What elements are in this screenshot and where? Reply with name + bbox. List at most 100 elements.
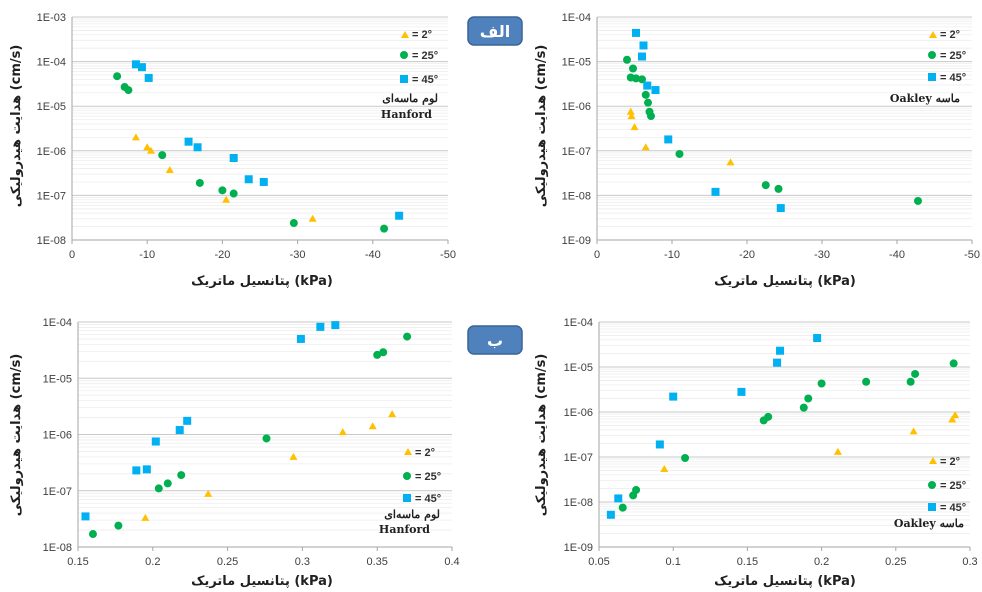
badge-top: الف: [467, 16, 523, 46]
point-25deg: [632, 485, 641, 494]
soil-annotation-line2: Hanford: [381, 108, 432, 121]
legend-circle-icon: [928, 481, 936, 489]
grid-top-right: [597, 16, 972, 241]
legend-circle-icon: [400, 51, 408, 59]
marks-top-left: [113, 60, 404, 233]
point-2deg: [630, 123, 639, 131]
point-25deg: [862, 377, 871, 386]
point-45deg: [669, 392, 678, 401]
x-tick-label: 0.35: [366, 556, 387, 568]
point-45deg: [244, 175, 253, 184]
legend-label-45: = 45°: [940, 72, 966, 84]
y-tick-label: 1E-05: [37, 101, 66, 113]
point-2deg: [165, 166, 174, 174]
y-tick-label: 1E-06: [43, 430, 72, 442]
x-tick-label: 0.25: [885, 556, 906, 568]
legend-label-25: = 25°: [412, 50, 438, 62]
y-tick-label: 1E-04: [562, 12, 591, 24]
soil-annotation-line2: Hanford: [379, 523, 430, 536]
legend-label-2: = 2°: [940, 456, 960, 468]
point-25deg: [114, 521, 123, 530]
point-25deg: [124, 86, 133, 95]
point-25deg: [229, 189, 238, 198]
legend-square-icon: [928, 503, 936, 511]
y-tick-label: 1E-07: [562, 146, 591, 158]
point-25deg: [681, 454, 690, 463]
x-axis-label: پتانسیل ماتریک (kPa): [191, 574, 333, 589]
point-25deg: [373, 350, 382, 359]
y-tick-label: 1E-05: [562, 57, 591, 69]
point-2deg: [146, 146, 155, 154]
point-45deg: [142, 465, 151, 474]
x-tick-label: 0.2: [814, 556, 829, 568]
point-45deg: [184, 137, 193, 146]
point-45deg: [296, 334, 305, 343]
point-45deg: [655, 440, 664, 449]
legend-label-2: = 2°: [415, 447, 435, 459]
axes-bottom-right: 1E-04 1E-05 1E-06 1E-07 1E-08 1E-09 0.05 0.1 0.1…: [564, 317, 978, 568]
point-25deg: [799, 403, 808, 412]
point-25deg: [644, 98, 652, 107]
badge-bottom-label: ب: [487, 331, 503, 350]
point-25deg: [641, 90, 650, 99]
point-25deg: [774, 184, 783, 193]
legend-label-45: = 45°: [940, 502, 966, 514]
x-axis-label: پتانسیل ماتریک (kPa): [714, 274, 856, 289]
point-45deg: [643, 81, 652, 90]
point-2deg: [909, 427, 918, 435]
x-tick-label: 0.3: [962, 556, 977, 568]
point-25deg: [177, 471, 186, 480]
point-25deg: [761, 181, 770, 190]
x-tick-label: 0: [594, 249, 600, 261]
point-45deg: [639, 41, 648, 50]
x-tick-label: 0.2: [145, 556, 160, 568]
point-25deg: [949, 359, 958, 368]
point-45deg: [664, 135, 673, 144]
point-25deg: [379, 348, 388, 357]
point-45deg: [259, 177, 268, 186]
x-tick-label: -10: [139, 249, 155, 261]
y-tick-label: 1E-08: [37, 235, 66, 247]
point-45deg: [331, 321, 340, 330]
point-25deg: [154, 484, 163, 493]
x-tick-label: 0.15: [67, 556, 88, 568]
point-45deg: [183, 416, 192, 425]
legend-triangle-icon: [929, 31, 937, 38]
legend-label-45: = 45°: [415, 493, 441, 505]
point-45deg: [776, 346, 785, 355]
y-axis-label: هدایت هیدرولیکی (cm/s): [9, 45, 24, 208]
grid-top-left: [72, 16, 448, 241]
legend-label-25: = 25°: [415, 471, 441, 483]
point-45deg: [651, 86, 660, 95]
point-45deg: [137, 63, 146, 72]
point-25deg: [113, 72, 122, 81]
soil-annotation-line1: Oakley ماسه: [894, 517, 964, 530]
point-25deg: [629, 64, 637, 73]
y-tick-label: 1E-09: [562, 235, 591, 247]
point-2deg: [627, 112, 636, 120]
point-25deg: [163, 479, 172, 488]
grid-bottom-right: [599, 321, 970, 548]
y-tick-label: 1E-06: [37, 146, 66, 158]
point-25deg: [623, 55, 631, 64]
point-2deg: [368, 422, 377, 430]
y-axis-label: هدایت هیدرولیکی (cm/s): [534, 45, 549, 208]
point-45deg: [776, 204, 785, 213]
y-tick-label: 1E-05: [43, 373, 72, 385]
y-axis-label: هدایت هیدرولیکی (cm/s): [9, 354, 24, 517]
point-25deg: [906, 377, 915, 386]
point-45deg: [614, 494, 623, 503]
point-2deg: [204, 489, 213, 497]
x-tick-label: -10: [664, 249, 680, 261]
point-25deg: [817, 379, 826, 388]
x-tick-label: -50: [440, 249, 456, 261]
legend-triangle-icon: [404, 448, 412, 455]
point-25deg: [647, 112, 655, 121]
legend-triangle-icon: [401, 31, 409, 38]
point-45deg: [229, 153, 238, 162]
point-25deg: [403, 332, 412, 341]
point-45deg: [144, 73, 153, 82]
badge-top-label: الف: [480, 22, 511, 41]
legend-square-icon: [928, 73, 936, 81]
